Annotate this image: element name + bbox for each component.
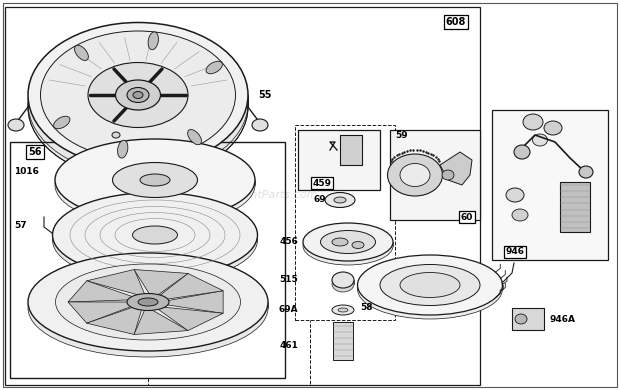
Text: 946A: 946A [550,314,576,323]
Text: 59: 59 [395,131,407,140]
Bar [512,308,544,330]
Ellipse shape [56,264,241,340]
Ellipse shape [523,114,543,130]
Text: 56: 56 [29,147,42,157]
Ellipse shape [515,314,527,324]
Ellipse shape [118,140,128,158]
Text: 946: 946 [505,248,525,257]
Text: 608: 608 [446,17,466,27]
Ellipse shape [28,34,248,179]
Ellipse shape [88,62,188,128]
Ellipse shape [206,61,223,74]
Ellipse shape [53,116,70,129]
Ellipse shape [127,87,149,103]
Ellipse shape [332,272,354,288]
Ellipse shape [140,174,170,186]
Text: 69: 69 [313,195,326,204]
Polygon shape [298,130,380,190]
Polygon shape [134,302,188,335]
Ellipse shape [332,305,354,315]
Polygon shape [390,130,480,220]
Ellipse shape [133,92,143,99]
Ellipse shape [53,197,257,282]
Text: 459: 459 [312,179,332,188]
Polygon shape [148,273,223,302]
Polygon shape [68,281,148,302]
Ellipse shape [400,273,460,298]
Text: 461: 461 [279,340,298,349]
Ellipse shape [127,294,169,310]
Bar [333,322,353,360]
Ellipse shape [321,230,376,254]
Ellipse shape [138,298,158,306]
Polygon shape [87,269,148,302]
Ellipse shape [358,259,502,319]
Ellipse shape [514,145,530,159]
Ellipse shape [28,23,248,167]
Ellipse shape [512,209,528,221]
Text: 57: 57 [14,220,27,229]
Ellipse shape [53,193,257,278]
Ellipse shape [506,188,524,202]
Ellipse shape [112,132,120,138]
Text: 456: 456 [279,238,298,246]
Ellipse shape [544,121,562,135]
Polygon shape [148,291,223,313]
Ellipse shape [28,259,268,357]
Polygon shape [440,152,472,185]
Text: eReplacementParts.com: eReplacementParts.com [182,190,318,200]
Ellipse shape [325,193,355,207]
Ellipse shape [133,226,177,244]
Ellipse shape [55,144,255,226]
Ellipse shape [40,31,236,159]
Ellipse shape [303,227,393,265]
Ellipse shape [332,276,354,292]
Text: 55: 55 [258,90,272,100]
Ellipse shape [28,253,268,351]
Ellipse shape [115,80,161,110]
Ellipse shape [8,119,24,131]
Bar [340,135,362,165]
Polygon shape [68,302,148,323]
Polygon shape [134,269,188,302]
Ellipse shape [112,163,198,197]
Ellipse shape [332,238,348,246]
Polygon shape [87,302,148,335]
Ellipse shape [148,32,159,50]
Ellipse shape [55,139,255,221]
Ellipse shape [579,166,593,178]
Ellipse shape [380,264,480,305]
Ellipse shape [400,163,430,186]
Ellipse shape [388,154,443,196]
Ellipse shape [533,134,547,146]
Text: 1016: 1016 [14,167,39,177]
Text: 60: 60 [461,213,473,222]
Ellipse shape [252,119,268,131]
Ellipse shape [74,45,89,60]
Text: 515: 515 [279,275,298,284]
Ellipse shape [338,308,348,312]
Bar [560,182,590,232]
Ellipse shape [358,255,502,315]
Ellipse shape [334,197,346,203]
Ellipse shape [188,129,202,145]
Ellipse shape [303,223,393,261]
Polygon shape [492,110,608,260]
Polygon shape [148,302,223,331]
Text: 69A: 69A [278,305,298,314]
Ellipse shape [442,170,454,180]
Ellipse shape [352,241,364,248]
Text: 58: 58 [360,303,373,312]
